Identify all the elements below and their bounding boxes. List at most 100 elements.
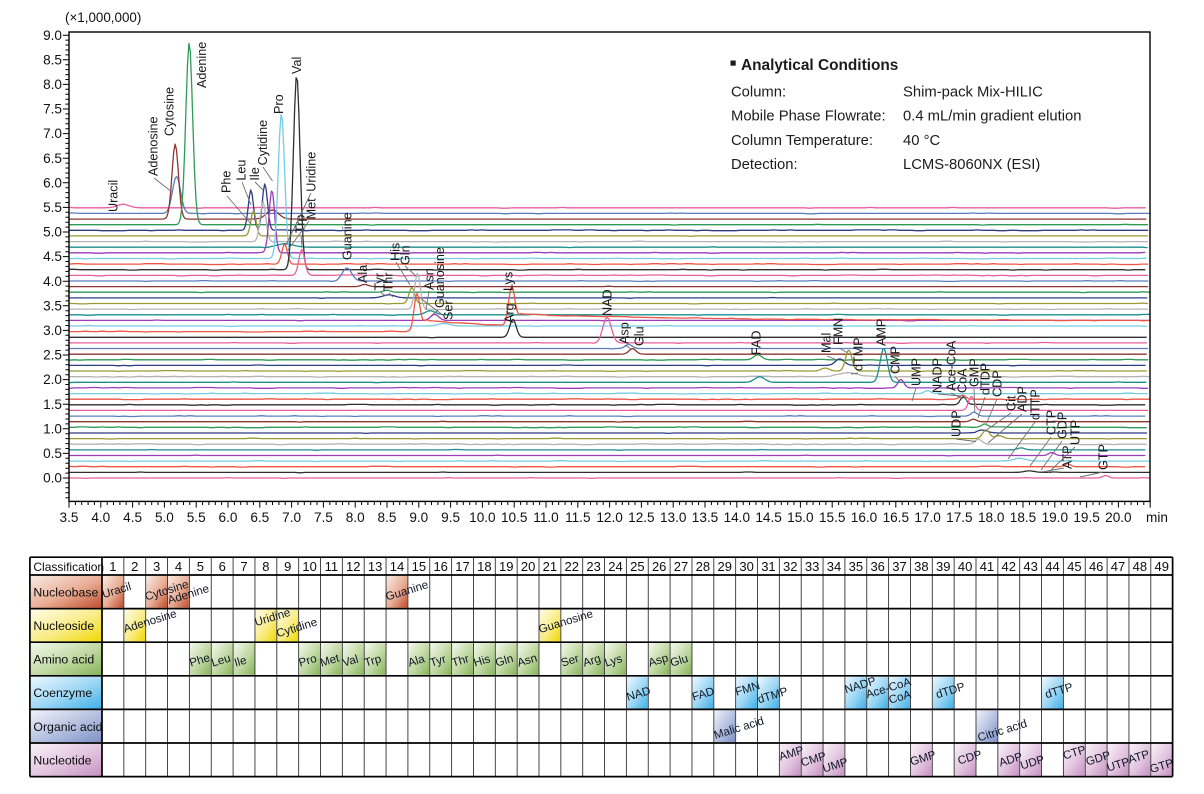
svg-text:8.0: 8.0 [346, 510, 365, 525]
svg-text:Glu: Glu [669, 652, 690, 670]
svg-text:17: 17 [455, 559, 469, 574]
svg-text:16: 16 [433, 559, 447, 574]
svg-text:9.0: 9.0 [409, 510, 428, 525]
svg-text:1: 1 [109, 559, 116, 574]
svg-text:6.5: 6.5 [43, 151, 62, 166]
svg-text:13.5: 13.5 [692, 510, 718, 525]
svg-text:dTTP: dTTP [1029, 389, 1043, 420]
svg-text:6.0: 6.0 [43, 175, 62, 190]
svg-text:15: 15 [412, 559, 426, 574]
svg-text:11.0: 11.0 [533, 510, 559, 525]
svg-text:4: 4 [175, 559, 182, 574]
svg-text:4.5: 4.5 [43, 249, 62, 264]
svg-text:Ser: Ser [559, 652, 580, 670]
svg-text:Shim-pack Mix-HILIC: Shim-pack Mix-HILIC [903, 85, 1043, 101]
svg-text:Tyr: Tyr [428, 652, 447, 669]
svg-text:Guanosine: Guanosine [433, 247, 447, 308]
svg-text:3.0: 3.0 [43, 323, 62, 338]
svg-text:13.0: 13.0 [660, 510, 687, 525]
svg-text:2.5: 2.5 [43, 348, 62, 363]
svg-text:5.5: 5.5 [187, 510, 206, 525]
svg-text:5.0: 5.0 [155, 510, 174, 525]
svg-text:Asp: Asp [618, 322, 632, 344]
svg-text:Guanine: Guanine [341, 212, 355, 260]
svg-text:Ser: Ser [442, 300, 456, 320]
svg-text:GMP: GMP [968, 358, 982, 387]
svg-text:10.5: 10.5 [501, 510, 527, 525]
svg-text:Lys: Lys [603, 652, 624, 670]
svg-text:31: 31 [761, 559, 775, 574]
svg-text:Analytical Conditions: Analytical Conditions [741, 57, 898, 74]
svg-text:9.0: 9.0 [43, 28, 62, 43]
svg-text:4.5: 4.5 [123, 510, 142, 525]
svg-text:Nucleoside: Nucleoside [33, 619, 94, 633]
svg-text:4.0: 4.0 [43, 274, 62, 289]
svg-text:Val: Val [290, 57, 304, 74]
svg-text:Pro: Pro [272, 94, 286, 114]
svg-text:5.0: 5.0 [43, 225, 62, 240]
svg-text:12.0: 12.0 [596, 510, 623, 525]
svg-text:8: 8 [262, 559, 269, 574]
svg-text:Nucleobase: Nucleobase [33, 585, 98, 599]
svg-text:Trp: Trp [294, 215, 308, 233]
svg-text:Val: Val [341, 653, 360, 670]
svg-text:6: 6 [219, 559, 226, 574]
svg-text:Detection:: Detection: [731, 157, 798, 173]
svg-text:Gln: Gln [399, 245, 413, 265]
svg-text:9.5: 9.5 [441, 510, 460, 525]
svg-text:12.5: 12.5 [628, 510, 654, 525]
svg-text:22: 22 [565, 559, 579, 574]
svg-text:Met: Met [305, 198, 319, 219]
svg-text:34: 34 [827, 559, 841, 574]
svg-text:7.5: 7.5 [314, 510, 333, 525]
svg-text:Adenine: Adenine [195, 42, 209, 88]
svg-text:CoA: CoA [887, 688, 913, 707]
svg-text:Met: Met [319, 651, 342, 669]
svg-text:(×1,000,000): (×1,000,000) [65, 10, 141, 25]
svg-text:35: 35 [849, 559, 863, 574]
svg-text:41: 41 [980, 559, 994, 574]
svg-text:9: 9 [284, 559, 291, 574]
svg-text:32: 32 [783, 559, 797, 574]
svg-text:33: 33 [805, 559, 819, 574]
svg-text:dTDP: dTDP [979, 363, 993, 395]
svg-text:21: 21 [543, 559, 557, 574]
svg-text:0.4 mL/min gradient elution: 0.4 mL/min gradient elution [903, 109, 1082, 125]
svg-text:GTP: GTP [1097, 444, 1111, 470]
svg-text:26: 26 [652, 559, 666, 574]
svg-text:19.0: 19.0 [1042, 510, 1069, 525]
svg-text:2.0: 2.0 [43, 372, 62, 387]
svg-text:10: 10 [302, 559, 316, 574]
svg-text:Nucleotide: Nucleotide [33, 753, 91, 767]
svg-text:24: 24 [608, 559, 622, 574]
svg-text:Leu: Leu [235, 160, 249, 181]
svg-text:Column Temperature:: Column Temperature: [731, 133, 873, 149]
svg-text:CTP: CTP [1045, 410, 1059, 435]
svg-text:16.0: 16.0 [851, 510, 878, 525]
svg-text:Thr: Thr [382, 273, 396, 292]
svg-text:Arg: Arg [581, 652, 602, 670]
svg-text:UDP: UDP [950, 410, 964, 437]
svg-text:Organic acid: Organic acid [33, 720, 102, 734]
svg-text:CoA: CoA [956, 368, 970, 393]
svg-text:49: 49 [1154, 559, 1168, 574]
svg-text:3: 3 [153, 559, 160, 574]
svg-text:44: 44 [1045, 559, 1059, 574]
svg-text:Ala: Ala [406, 652, 426, 669]
svg-text:17.0: 17.0 [914, 510, 941, 525]
svg-text:30: 30 [739, 559, 753, 574]
svg-text:UTP: UTP [1069, 420, 1083, 445]
svg-text:8.5: 8.5 [378, 510, 397, 525]
svg-text:Ala: Ala [356, 265, 370, 283]
svg-text:Cit: Cit [1005, 395, 1019, 411]
svg-text:dTMP: dTMP [852, 337, 866, 371]
svg-text:43: 43 [1023, 559, 1037, 574]
svg-text:15.5: 15.5 [819, 510, 845, 525]
svg-text:FAD: FAD [750, 331, 764, 356]
svg-text:1.0: 1.0 [43, 421, 62, 436]
svg-text:min: min [1146, 510, 1168, 525]
svg-text:19: 19 [499, 559, 513, 574]
svg-text:UMP: UMP [910, 358, 924, 386]
svg-text:Adenosine: Adenosine [147, 116, 161, 176]
svg-text:12: 12 [346, 559, 360, 574]
